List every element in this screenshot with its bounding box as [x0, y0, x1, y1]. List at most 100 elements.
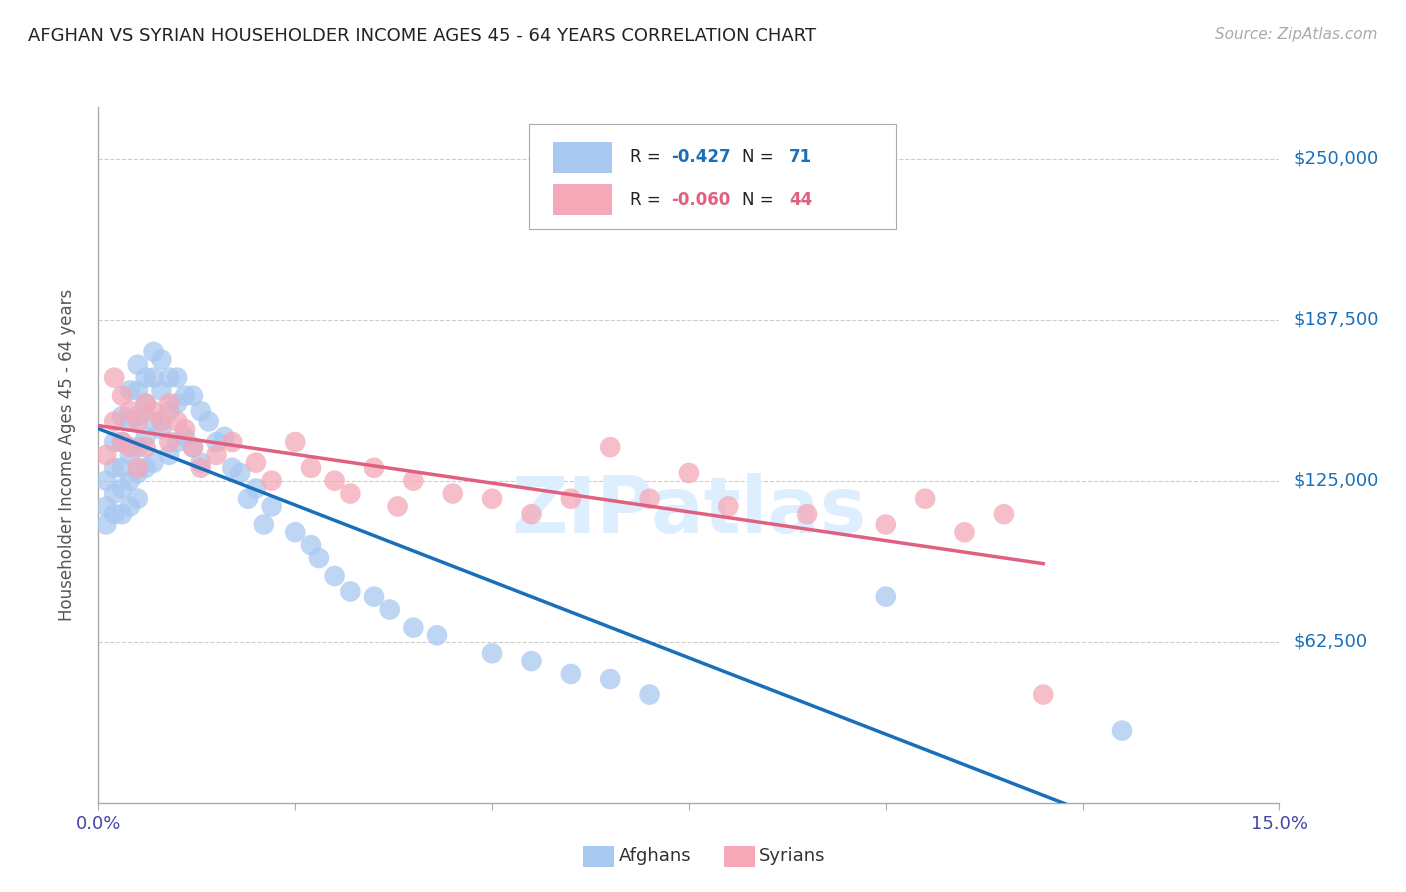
Text: $250,000: $250,000 — [1294, 150, 1379, 168]
Point — [127, 414, 149, 428]
Point — [166, 414, 188, 428]
Point — [157, 370, 180, 384]
Point — [205, 435, 228, 450]
Point — [111, 435, 134, 450]
Point — [221, 460, 243, 475]
Point — [127, 466, 149, 480]
Point — [236, 491, 259, 506]
Point — [190, 456, 212, 470]
Point — [96, 517, 118, 532]
Point — [520, 654, 543, 668]
Text: N =: N = — [742, 191, 779, 209]
Point — [914, 491, 936, 506]
Point — [363, 460, 385, 475]
Point — [387, 500, 409, 514]
Point — [103, 486, 125, 500]
Point — [135, 440, 157, 454]
Point — [166, 396, 188, 410]
Point — [150, 384, 173, 398]
Point — [560, 491, 582, 506]
Point — [678, 466, 700, 480]
Point — [308, 551, 330, 566]
Point — [111, 507, 134, 521]
Point — [299, 538, 322, 552]
Text: $62,500: $62,500 — [1294, 632, 1368, 651]
Point — [875, 517, 897, 532]
Point — [402, 474, 425, 488]
Point — [150, 414, 173, 428]
Point — [118, 414, 141, 428]
Point — [174, 430, 197, 444]
Point — [221, 435, 243, 450]
Y-axis label: Householder Income Ages 45 - 64 years: Householder Income Ages 45 - 64 years — [58, 289, 76, 621]
Point — [142, 414, 165, 428]
Point — [520, 507, 543, 521]
Point — [245, 456, 267, 470]
Point — [560, 667, 582, 681]
Point — [150, 422, 173, 436]
Point — [284, 435, 307, 450]
Point — [103, 507, 125, 521]
Point — [875, 590, 897, 604]
Point — [599, 440, 621, 454]
Point — [166, 435, 188, 450]
Point — [118, 384, 141, 398]
Point — [135, 460, 157, 475]
Point — [229, 466, 252, 480]
Point — [96, 448, 118, 462]
Point — [111, 460, 134, 475]
Text: R =: R = — [630, 148, 666, 166]
Point — [323, 569, 346, 583]
Point — [135, 396, 157, 410]
Point — [481, 646, 503, 660]
Text: -0.060: -0.060 — [671, 191, 731, 209]
Point — [103, 435, 125, 450]
Point — [181, 440, 204, 454]
Text: AFGHAN VS SYRIAN HOUSEHOLDER INCOME AGES 45 - 64 YEARS CORRELATION CHART: AFGHAN VS SYRIAN HOUSEHOLDER INCOME AGES… — [28, 27, 817, 45]
Point — [339, 486, 361, 500]
Point — [118, 448, 141, 462]
Point — [103, 460, 125, 475]
Point — [111, 389, 134, 403]
Point — [426, 628, 449, 642]
Point — [253, 517, 276, 532]
Text: Afghans: Afghans — [619, 847, 692, 865]
Point — [190, 404, 212, 418]
Point — [166, 370, 188, 384]
Text: R =: R = — [630, 191, 666, 209]
Point — [135, 370, 157, 384]
Point — [111, 435, 134, 450]
Point — [481, 491, 503, 506]
Point — [214, 430, 236, 444]
Point — [118, 474, 141, 488]
Point — [142, 370, 165, 384]
Text: Source: ZipAtlas.com: Source: ZipAtlas.com — [1215, 27, 1378, 42]
Point — [638, 491, 661, 506]
Text: N =: N = — [742, 148, 779, 166]
Point — [174, 422, 197, 436]
Point — [96, 500, 118, 514]
Point — [157, 404, 180, 418]
Point — [796, 507, 818, 521]
Point — [157, 435, 180, 450]
Text: 44: 44 — [789, 191, 813, 209]
Point — [1032, 688, 1054, 702]
Point — [118, 440, 141, 454]
Point — [378, 602, 401, 616]
Point — [441, 486, 464, 500]
Text: $187,500: $187,500 — [1294, 310, 1379, 328]
Point — [717, 500, 740, 514]
FancyBboxPatch shape — [530, 124, 896, 229]
Point — [142, 456, 165, 470]
Point — [323, 474, 346, 488]
Point — [150, 352, 173, 367]
Point — [402, 621, 425, 635]
Point — [96, 474, 118, 488]
Point — [638, 688, 661, 702]
Point — [103, 414, 125, 428]
Point — [103, 370, 125, 384]
Text: -0.427: -0.427 — [671, 148, 731, 166]
Point — [127, 358, 149, 372]
Point — [135, 396, 157, 410]
Bar — [553, 142, 612, 173]
